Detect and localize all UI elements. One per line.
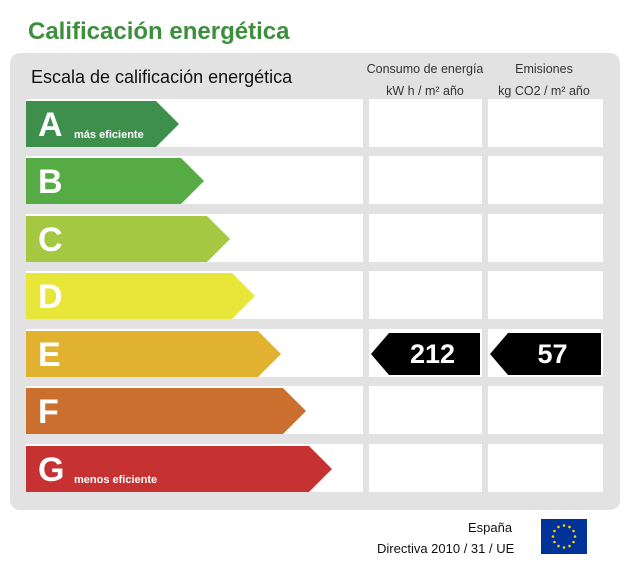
rating-cell-f: F (26, 386, 363, 434)
emissions-cell-b (488, 156, 603, 204)
rating-row-g: G menos eficiente (0, 444, 630, 492)
footer-country: España (468, 520, 513, 535)
rating-letter-e: E (38, 336, 61, 374)
footer-directive: Directiva 2010 / 31 / UE (377, 541, 515, 556)
consumption-cell-b (369, 156, 482, 204)
emissions-value: 57 (537, 338, 568, 369)
rating-letter-d: D (38, 278, 63, 316)
eu-star-icon (573, 535, 577, 538)
rating-row-e: E 212 57 (0, 329, 630, 377)
consumption-cell-g (369, 444, 482, 492)
rating-arrow-d: D (26, 273, 255, 319)
eu-star-icon (553, 529, 556, 533)
page-title: Calificación energética (28, 18, 290, 45)
emissions-cell-a (488, 99, 603, 147)
rating-letter-b: B (38, 163, 63, 201)
emissions-cell-c (488, 214, 603, 262)
rating-arrow-f: F (26, 388, 306, 434)
consumption-value: 212 (409, 338, 456, 369)
rating-arrow-g: G menos eficiente (26, 446, 332, 492)
emissions-header-line2: kg CO2 / m² año (498, 84, 590, 98)
emissions-cell-d (488, 271, 603, 319)
emissions-header-line1: Emisiones (515, 62, 573, 76)
consumption-cell-c (369, 214, 482, 262)
rating-cell-c: C (26, 214, 363, 262)
consumption-cell-d (369, 271, 482, 319)
emissions-cell-f (488, 386, 603, 434)
rating-letter-a: A (38, 106, 63, 144)
rating-row-c: C (0, 214, 630, 262)
consumption-cell-a (369, 99, 482, 147)
rating-cell-g: G menos eficiente (26, 444, 363, 492)
rating-cell-d: D (26, 271, 363, 319)
consumption-header-line1: Consumo de energía (366, 62, 484, 76)
rating-arrow-b: B (26, 158, 204, 204)
consumption-marker: 212 (371, 333, 480, 375)
rating-arrow-e: E (26, 331, 281, 377)
rating-row-f: F (0, 386, 630, 434)
rating-sub-a: más eficiente (74, 129, 144, 141)
rating-letter-g: G (38, 451, 65, 489)
rating-arrow-c: C (26, 216, 230, 262)
eu-star-icon (568, 525, 571, 529)
eu-star-icon (553, 540, 556, 544)
consumption-header: Consumo de energía kW h / m² año (365, 58, 485, 102)
rating-row-b: B (0, 156, 630, 204)
rating-letter-f: F (38, 393, 59, 431)
eu-star-icon (572, 540, 575, 544)
rating-row-d: D (0, 271, 630, 319)
eu-star-icon (562, 546, 566, 549)
eu-star-icon (557, 544, 560, 548)
consumption-cell-f (369, 386, 482, 434)
eu-star-icon (568, 544, 571, 548)
eu-star-icon (562, 524, 566, 527)
scale-label: Escala de calificación energética (31, 67, 293, 87)
rating-cell-a: A más eficiente (26, 99, 363, 147)
eu-star-icon (557, 525, 560, 529)
rating-arrow-a: A más eficiente (26, 101, 179, 147)
rating-cell-b: B (26, 156, 363, 204)
emissions-marker: 57 (490, 333, 601, 375)
rating-letter-c: C (38, 221, 63, 259)
eu-flag-icon (541, 519, 587, 554)
emissions-cell-e: 57 (488, 329, 603, 377)
rating-cell-e: E (26, 329, 363, 377)
consumption-cell-e: 212 (369, 329, 482, 377)
rating-sub-g: menos eficiente (74, 474, 158, 486)
consumption-header-line2: kW h / m² año (386, 84, 464, 98)
rating-row-a: A más eficiente (0, 99, 630, 147)
eu-star-icon (551, 535, 555, 538)
eu-star-icon (572, 529, 575, 533)
emissions-header: Emisiones kg CO2 / m² año (484, 58, 604, 102)
emissions-cell-g (488, 444, 603, 492)
